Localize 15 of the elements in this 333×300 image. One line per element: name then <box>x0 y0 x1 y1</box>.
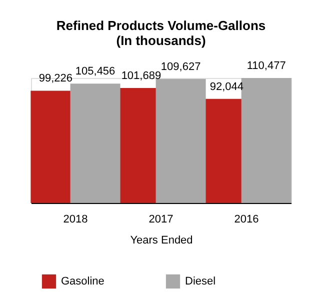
legend-label: Diesel <box>185 275 216 288</box>
legend-label: Gasoline <box>61 275 104 288</box>
x-axis-title: Years Ended <box>130 234 193 246</box>
data-label: 110,477 <box>246 60 286 72</box>
chart-title: Refined Products Volume-Gallons (In thousands) <box>56 18 266 48</box>
data-label: 99,226 <box>38 72 72 85</box>
bar <box>156 78 206 203</box>
data-label: 92,044 <box>210 80 244 93</box>
bar <box>70 84 120 203</box>
data-label: 105,456 <box>75 66 116 78</box>
x-tick-label: 2018 <box>63 214 88 226</box>
x-tick-label: 2017 <box>148 214 174 226</box>
data-label: 109,627 <box>160 60 201 73</box>
x-tick-label: 2016 <box>234 214 259 226</box>
data-label: 101,689 <box>121 70 162 82</box>
